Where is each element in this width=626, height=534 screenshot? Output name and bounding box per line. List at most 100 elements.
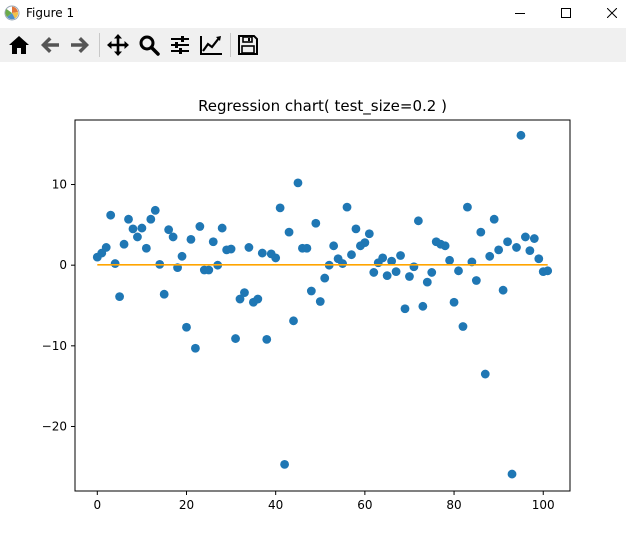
data-point <box>235 294 245 304</box>
navigation-toolbar <box>0 28 626 62</box>
x-tick-label: 60 <box>357 498 372 512</box>
close-button[interactable] <box>589 0 626 26</box>
toolbar-separator <box>230 33 231 57</box>
data-point <box>364 229 374 239</box>
data-point <box>485 251 495 261</box>
data-point <box>191 343 200 353</box>
pan-icon <box>106 33 130 57</box>
data-point <box>217 223 227 233</box>
data-point <box>498 285 508 295</box>
data-point <box>458 322 468 331</box>
data-point <box>315 297 325 306</box>
minimize-button[interactable] <box>497 0 543 26</box>
data-point <box>387 256 397 266</box>
data-point <box>133 232 142 242</box>
minimize-icon <box>515 8 525 18</box>
y-tick-label: 10 <box>52 178 67 192</box>
data-point <box>378 253 388 263</box>
data-point <box>159 289 169 299</box>
data-point <box>311 218 321 228</box>
data-point <box>293 178 303 188</box>
data-point <box>445 255 454 265</box>
data-point <box>391 267 401 277</box>
data-point <box>494 245 504 255</box>
data-point <box>168 232 178 242</box>
data-point <box>302 243 312 253</box>
data-point <box>409 262 419 272</box>
data-point <box>284 227 294 237</box>
x-tick-label: 0 <box>93 498 101 512</box>
data-point <box>253 294 263 304</box>
data-point <box>289 316 298 326</box>
data-point <box>128 224 138 234</box>
data-point <box>507 469 517 479</box>
x-tick-label: 100 <box>532 498 555 512</box>
y-tick-label: 0 <box>59 258 67 272</box>
data-point <box>471 276 481 285</box>
back-button[interactable] <box>37 32 63 58</box>
maximize-icon <box>561 8 571 18</box>
edit-axes-button[interactable] <box>198 32 224 58</box>
data-point <box>405 272 414 281</box>
maximize-button[interactable] <box>543 0 589 26</box>
data-point <box>413 216 423 226</box>
data-point <box>226 244 236 254</box>
x-tick-label: 80 <box>446 498 461 512</box>
data-point <box>141 243 151 253</box>
data-point <box>516 130 526 140</box>
zoom-button[interactable] <box>136 32 162 58</box>
pan-button[interactable] <box>105 32 131 58</box>
zoom-icon <box>138 34 160 56</box>
edit-axes-icon <box>199 34 223 56</box>
data-point <box>418 301 428 311</box>
data-point <box>529 234 539 243</box>
forward-button[interactable] <box>67 32 93 58</box>
data-point <box>347 250 356 260</box>
data-point <box>244 243 254 252</box>
data-point <box>150 205 160 215</box>
forward-arrow-icon <box>69 34 91 56</box>
y-tick-label: −20 <box>42 419 67 433</box>
chart-title: Regression chart( test_size=0.2 ) <box>198 97 447 116</box>
data-point <box>115 292 124 302</box>
x-tick-label: 20 <box>179 498 194 512</box>
data-point <box>275 203 285 213</box>
data-point <box>342 202 352 212</box>
data-point <box>306 286 316 296</box>
home-icon <box>8 34 30 56</box>
home-button[interactable] <box>6 32 32 58</box>
data-point <box>177 251 187 261</box>
data-point <box>512 243 521 252</box>
matplotlib-icon <box>4 5 20 21</box>
plot-marks <box>92 130 553 479</box>
data-point <box>124 214 133 224</box>
data-point <box>271 253 281 263</box>
data-point <box>525 246 535 256</box>
data-point <box>454 266 463 276</box>
data-point <box>329 241 339 251</box>
title-bar: Figure 1 <box>0 0 626 26</box>
window-title: Figure 1 <box>26 6 75 20</box>
figure-canvas[interactable]: Regression chart( test_size=0.2 ) 0 20 40 6… <box>0 62 626 534</box>
subplots-config-button[interactable] <box>167 32 193 58</box>
scatter-chart: Regression chart( test_size=0.2 ) 0 20 40 6… <box>42 97 571 512</box>
data-point <box>204 265 214 275</box>
data-point <box>240 288 249 297</box>
data-point <box>320 273 330 283</box>
plot-frame <box>74 119 571 492</box>
data-point <box>195 222 205 231</box>
data-point <box>521 232 530 242</box>
y-tick-label: −10 <box>42 339 67 353</box>
save-button[interactable] <box>235 32 261 58</box>
subplots-config-icon <box>169 34 191 56</box>
data-point <box>257 248 267 258</box>
data-point <box>119 239 129 249</box>
data-point <box>262 334 272 344</box>
toolbar-separator <box>99 33 100 57</box>
data-point <box>182 322 191 332</box>
data-point <box>449 297 459 307</box>
data-point <box>208 237 218 247</box>
data-point <box>396 251 405 260</box>
x-tick-label: 40 <box>268 498 283 512</box>
